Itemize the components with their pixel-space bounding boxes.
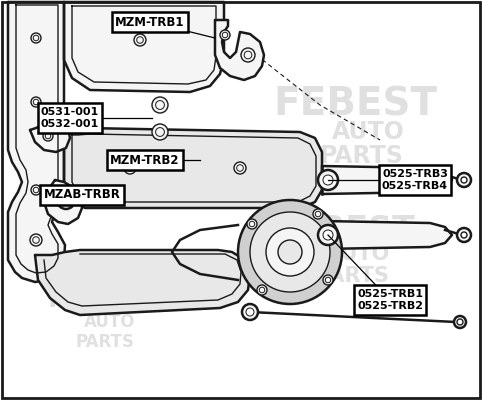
Circle shape — [33, 99, 39, 105]
Circle shape — [323, 175, 333, 185]
Circle shape — [62, 196, 70, 204]
Circle shape — [244, 51, 252, 59]
Text: AUTO: AUTO — [326, 244, 390, 264]
Text: 0525-TRB3
0525-TRB4: 0525-TRB3 0525-TRB4 — [382, 169, 448, 191]
Circle shape — [457, 228, 471, 242]
Circle shape — [241, 48, 255, 62]
Circle shape — [259, 287, 265, 293]
Circle shape — [242, 304, 258, 320]
Circle shape — [257, 285, 267, 295]
Circle shape — [156, 128, 164, 136]
Text: PARTS: PARTS — [315, 266, 389, 286]
Circle shape — [461, 177, 467, 183]
Circle shape — [315, 211, 321, 217]
Polygon shape — [215, 20, 264, 80]
Circle shape — [137, 37, 143, 43]
Circle shape — [249, 221, 255, 227]
Circle shape — [30, 234, 42, 246]
Circle shape — [124, 162, 136, 174]
Text: AUTO: AUTO — [84, 313, 136, 331]
Circle shape — [454, 316, 466, 328]
Text: MZAB-TRBR: MZAB-TRBR — [43, 188, 120, 202]
Circle shape — [461, 232, 467, 238]
Circle shape — [246, 308, 254, 316]
Circle shape — [220, 30, 230, 40]
Circle shape — [457, 319, 463, 325]
Circle shape — [313, 209, 323, 219]
Circle shape — [266, 228, 314, 276]
Text: AUTO: AUTO — [332, 120, 404, 144]
Circle shape — [318, 170, 338, 190]
Text: MZM-TRB1: MZM-TRB1 — [115, 16, 185, 28]
Polygon shape — [64, 2, 224, 92]
Circle shape — [43, 131, 53, 141]
Circle shape — [156, 101, 164, 109]
Circle shape — [250, 212, 330, 292]
Circle shape — [33, 237, 40, 243]
Text: FEBEST: FEBEST — [275, 214, 415, 246]
Text: PARTS: PARTS — [76, 333, 134, 351]
Text: PARTS: PARTS — [320, 144, 404, 168]
Circle shape — [57, 191, 75, 209]
Circle shape — [31, 185, 41, 195]
Text: FEBEST: FEBEST — [273, 86, 437, 124]
Circle shape — [278, 240, 302, 264]
Polygon shape — [322, 166, 452, 194]
Circle shape — [33, 35, 39, 41]
Polygon shape — [64, 128, 322, 208]
Circle shape — [152, 124, 168, 140]
Circle shape — [31, 33, 41, 43]
Polygon shape — [322, 221, 452, 249]
Circle shape — [238, 200, 342, 304]
Circle shape — [323, 275, 333, 285]
Circle shape — [323, 230, 333, 240]
Circle shape — [234, 162, 246, 174]
Circle shape — [318, 225, 338, 245]
Text: FEBEST: FEBEST — [48, 288, 152, 312]
Text: MZM-TRB2: MZM-TRB2 — [110, 154, 180, 166]
Polygon shape — [30, 122, 70, 152]
Circle shape — [134, 34, 146, 46]
Circle shape — [33, 187, 39, 193]
Circle shape — [152, 97, 168, 113]
Polygon shape — [44, 180, 82, 224]
Circle shape — [45, 133, 51, 139]
Polygon shape — [8, 2, 65, 282]
Circle shape — [31, 97, 41, 107]
Circle shape — [237, 165, 243, 171]
Circle shape — [247, 219, 257, 229]
Text: 0525-TRB1
0525-TRB2: 0525-TRB1 0525-TRB2 — [357, 289, 423, 311]
Text: 0531-001
0532-001: 0531-001 0532-001 — [41, 107, 99, 129]
Circle shape — [222, 32, 228, 38]
Circle shape — [325, 277, 331, 283]
Circle shape — [127, 165, 134, 171]
Circle shape — [457, 173, 471, 187]
Polygon shape — [35, 250, 250, 315]
